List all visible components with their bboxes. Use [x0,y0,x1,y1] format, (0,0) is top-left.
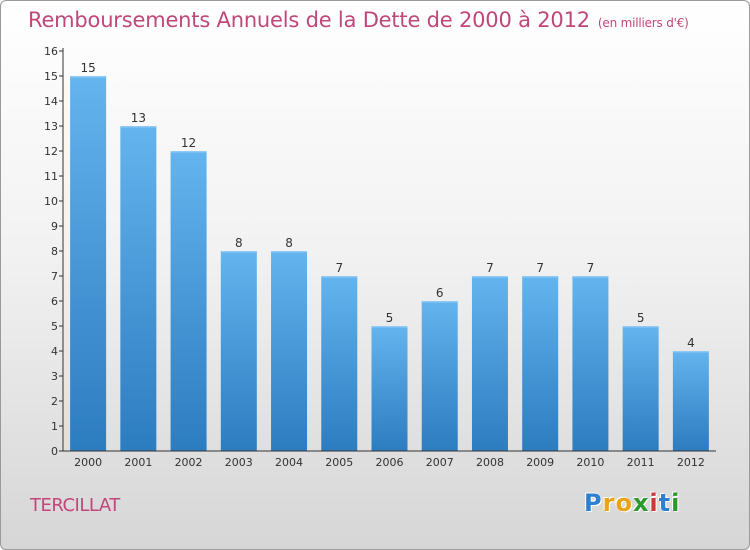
logo-letter: i [649,489,659,517]
bar-highlight-2005 [321,276,358,278]
x-tick-label-2002: 2002 [175,456,203,469]
bar-highlight-2008 [471,276,508,278]
y-tick-label-12: 12 [44,145,58,158]
bar-2006 [371,326,408,451]
y-tick-label-10: 10 [44,195,58,208]
value-label-2000: 15 [80,61,95,75]
y-tick-label-16: 16 [44,45,58,58]
value-label-2008: 7 [486,261,494,275]
logo-letter: P [584,489,603,517]
commune-name: TERCILLAT [30,495,120,516]
bar-highlight-2007 [421,301,458,303]
logo-letter: x [632,489,650,517]
y-tick-label-6: 6 [51,295,58,308]
proxiti-logo[interactable]: Proxiti [584,489,680,517]
title-unit: (en milliers d'€) [597,16,689,30]
y-tick-label-1: 1 [51,420,58,433]
bar-highlight-2004 [271,251,308,253]
bar-2008 [471,276,508,451]
y-tick-label-13: 13 [44,120,58,133]
logo-letter: t [658,489,672,517]
bar-highlight-2000 [70,76,107,78]
value-label-2011: 5 [637,311,645,325]
y-tick-label-14: 14 [44,95,58,108]
bar-highlight-2009 [522,276,559,278]
value-label-2007: 6 [436,286,444,300]
bar-2002 [170,151,207,451]
value-label-2001: 13 [131,111,146,125]
value-label-2003: 8 [235,236,243,250]
bar-2005 [321,276,358,451]
y-tick-label-0: 0 [51,445,58,458]
chart-axes [59,48,716,452]
bar-highlight-2001 [120,126,157,128]
bar-2012 [672,351,709,451]
title-text: Remboursements Annuels de la Dette de 20… [28,8,590,32]
y-tick-label-15: 15 [44,70,58,83]
bar-highlight-2012 [672,351,709,353]
bar-2010 [572,276,609,451]
value-label-2010: 7 [587,261,595,275]
y-tick-label-7: 7 [51,270,58,283]
bar-2011 [622,326,659,451]
value-label-2005: 7 [335,261,343,275]
x-tick-label-2000: 2000 [74,456,102,469]
bar-highlight-2006 [371,326,408,328]
value-label-2002: 12 [181,136,196,150]
x-tick-label-2009: 2009 [526,456,554,469]
bar-highlight-2010 [572,276,609,278]
bar-highlight-2002 [170,151,207,153]
y-tick-label-3: 3 [51,370,58,383]
y-tick-label-5: 5 [51,320,58,333]
value-label-2004: 8 [285,236,293,250]
bar-2004 [271,251,308,451]
bar-highlight-2011 [622,326,659,328]
bar-2009 [522,276,559,451]
x-tick-label-2001: 2001 [124,456,152,469]
value-label-2012: 4 [687,336,695,350]
bar-highlight-2003 [220,251,257,253]
x-tick-label-2003: 2003 [225,456,253,469]
value-label-2006: 5 [386,311,394,325]
chart-title: Remboursements Annuels de la Dette de 20… [28,8,689,32]
y-tick-label-9: 9 [51,220,58,233]
bar-series [70,76,709,451]
bar-2000 [70,76,107,451]
logo-letter: r [602,489,616,517]
bar-2001 [120,126,157,451]
y-tick-label-8: 8 [51,245,58,258]
y-tick-label-2: 2 [51,395,58,408]
x-tick-label-2010: 2010 [576,456,604,469]
y-tick-label-11: 11 [44,170,58,183]
x-tick-label-2004: 2004 [275,456,303,469]
bar-2007 [421,301,458,451]
x-tick-label-2008: 2008 [476,456,504,469]
x-tick-label-2012: 2012 [677,456,705,469]
value-label-2009: 7 [536,261,544,275]
y-tick-label-4: 4 [51,345,58,358]
x-tick-label-2006: 2006 [376,456,404,469]
x-tick-label-2005: 2005 [325,456,353,469]
chart-labels: 1520001320011220028200382004720055200662… [44,45,705,469]
logo-letter: o [615,489,633,517]
bar-2003 [220,251,257,451]
x-tick-label-2011: 2011 [627,456,655,469]
x-tick-label-2007: 2007 [426,456,454,469]
logo-letter: i [671,489,681,517]
